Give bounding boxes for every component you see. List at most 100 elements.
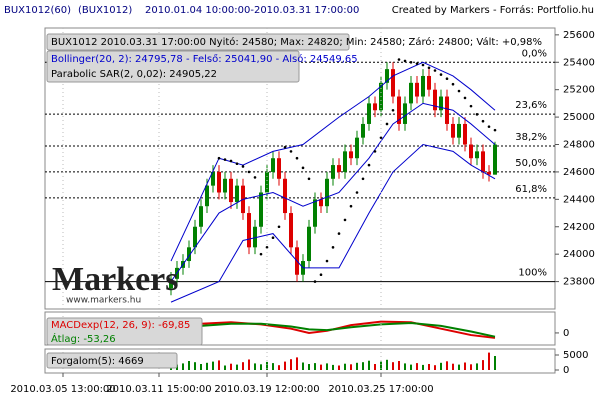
sar-dot bbox=[439, 73, 443, 76]
sar-dot bbox=[313, 280, 317, 283]
x-tick-label: 2010.03.25 17:00:00 bbox=[328, 384, 433, 395]
info-box bbox=[46, 33, 350, 51]
candle-body bbox=[325, 178, 329, 207]
volume-bar bbox=[320, 364, 322, 370]
volume-bar bbox=[488, 352, 490, 370]
fib-label: 50,0% bbox=[515, 158, 547, 169]
info: BUX1012 2010.03.31 17:00:00 Nyitó: 24580… bbox=[51, 36, 542, 48]
volume-bar bbox=[350, 364, 352, 370]
candle-body bbox=[343, 151, 347, 172]
sar-dot bbox=[475, 113, 479, 116]
date-range: 2010.01.04 10:00:00-2010.03.31 17:00:00 bbox=[145, 5, 359, 16]
candle-body bbox=[361, 123, 365, 138]
volume-bar bbox=[332, 364, 334, 370]
sar-dot bbox=[217, 156, 221, 160]
candle-body bbox=[373, 103, 377, 111]
volume-bar bbox=[356, 362, 358, 370]
volume-bar bbox=[254, 363, 256, 370]
candle-body bbox=[409, 82, 413, 104]
bollinger-upper bbox=[170, 61, 496, 262]
sar-dot bbox=[331, 246, 335, 249]
y-tick-label: 25000 bbox=[563, 112, 595, 123]
volume-legend-box bbox=[46, 352, 178, 369]
candle-body bbox=[457, 123, 461, 138]
fib-label: 61,8% bbox=[515, 184, 547, 195]
candle-body bbox=[433, 89, 437, 111]
candle-body bbox=[331, 165, 335, 179]
candle-body bbox=[421, 75, 425, 97]
fib-label: 0,0% bbox=[522, 48, 547, 59]
volume-bar bbox=[338, 365, 340, 370]
sar-dot bbox=[235, 162, 239, 166]
candle-body bbox=[397, 96, 401, 124]
volume-bar bbox=[404, 363, 406, 370]
fib-label: 23,6% bbox=[515, 100, 547, 111]
volume-bar bbox=[452, 363, 454, 370]
candle-body bbox=[247, 213, 251, 248]
sar-dot bbox=[379, 136, 383, 139]
sar-dot bbox=[487, 125, 491, 128]
sar-dot bbox=[469, 104, 473, 108]
legend-bollinger: Bollinger(20, 2): 24795,78 - Felső: 2504… bbox=[51, 53, 358, 65]
volume-bar bbox=[218, 360, 220, 370]
candle-body bbox=[289, 213, 293, 248]
plot-layer: 23800 24000 24200 24400 24600 24800 25000 25200… bbox=[10, 28, 595, 395]
sar-dot bbox=[403, 59, 407, 63]
candle-body bbox=[367, 103, 371, 124]
sar-dot bbox=[493, 128, 497, 132]
candle-body bbox=[427, 75, 431, 90]
bollinger-lower bbox=[170, 143, 496, 303]
y-tick-label: 23800 bbox=[563, 277, 595, 288]
candle-body bbox=[385, 69, 389, 83]
volume-bar bbox=[422, 364, 424, 370]
sar-dot bbox=[259, 252, 263, 256]
sar-dot bbox=[319, 273, 323, 277]
sar-dot bbox=[451, 82, 455, 86]
sar-dot bbox=[241, 165, 245, 168]
volume-bar bbox=[212, 361, 214, 370]
y-tick-label: 0 bbox=[563, 365, 569, 376]
candle-body bbox=[259, 192, 263, 227]
candle-body bbox=[277, 158, 281, 179]
y-tick-label: 25400 bbox=[563, 57, 595, 68]
sar-dot bbox=[223, 158, 227, 161]
legend-macd: MACDexp(12, 26, 9): -69,85 bbox=[51, 320, 190, 331]
volume-bar bbox=[272, 363, 274, 370]
sar-dot bbox=[361, 177, 365, 181]
candle-body bbox=[355, 137, 359, 159]
candle-body bbox=[463, 123, 467, 145]
candle-body bbox=[313, 199, 317, 227]
legend-volume: Forgalom(5): 4669 bbox=[51, 356, 144, 367]
volume-bar bbox=[362, 362, 364, 370]
sar-dot bbox=[295, 156, 299, 160]
volume-bar bbox=[242, 362, 244, 370]
sar-dot bbox=[463, 96, 467, 100]
candle-body bbox=[199, 206, 203, 227]
logo-url: www.markers.hu bbox=[66, 296, 141, 306]
candle-body bbox=[391, 69, 395, 97]
candle-body bbox=[337, 165, 341, 172]
candle-body bbox=[283, 178, 287, 214]
sar-dot bbox=[253, 176, 257, 179]
x-tick-label: 2010.03.05 13:00:00 bbox=[10, 384, 115, 395]
candle-body bbox=[223, 178, 227, 193]
y-tick-label: 25200 bbox=[563, 85, 595, 96]
sar-dot bbox=[385, 122, 389, 126]
volume-bar bbox=[224, 365, 226, 370]
volume-bar bbox=[266, 361, 268, 370]
bollinger-middle bbox=[170, 102, 496, 282]
candle-body bbox=[487, 171, 491, 175]
volume-bar bbox=[182, 363, 184, 370]
volume-bar bbox=[206, 362, 208, 370]
candle-body bbox=[271, 158, 275, 172]
volume-bar bbox=[434, 365, 436, 370]
sar-dot bbox=[421, 63, 425, 67]
volume-bar bbox=[398, 361, 400, 370]
candle-body bbox=[205, 185, 209, 207]
volume-bar bbox=[284, 361, 286, 370]
fib-label: 100% bbox=[518, 268, 547, 279]
volume-bar bbox=[236, 364, 238, 370]
sar-dot bbox=[247, 170, 251, 174]
candle-body bbox=[445, 96, 449, 124]
sar-dot bbox=[391, 108, 395, 112]
